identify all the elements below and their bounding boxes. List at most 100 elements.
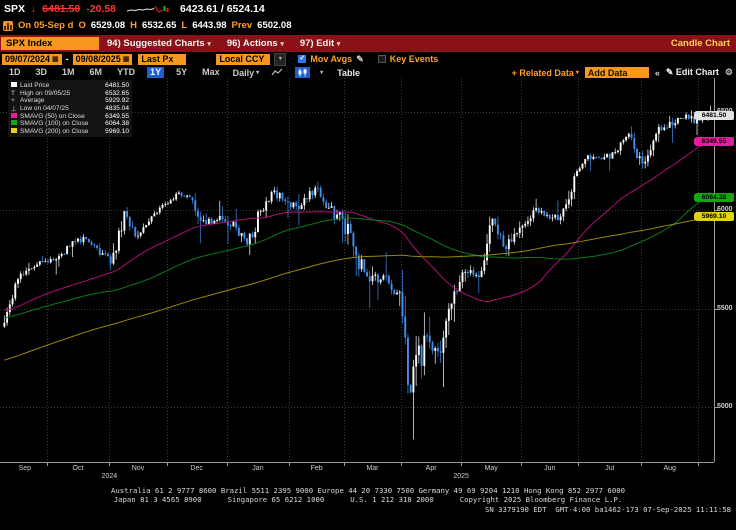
legend-row: T High on 09/05/25 6532.65 [11, 89, 129, 97]
line-chart-type-button[interactable] [269, 67, 285, 78]
low-value: 6443.98 [192, 20, 227, 31]
panel-title: Candle Chart [670, 38, 730, 49]
period-button-1y[interactable]: 1Y [147, 67, 165, 78]
legend-row: SMAVG (100) on Close 6064.38 [11, 120, 129, 128]
mov-avgs-label: Mov Avgs [310, 54, 353, 64]
y-tick-label: 5500 [717, 304, 733, 312]
menu-item[interactable]: 96) Actions ▾ [226, 38, 284, 49]
currency-dropdown-button[interactable]: ▾ [274, 52, 287, 66]
legend-row: + Average 5929.92 [11, 97, 129, 105]
frequency-value: Daily [232, 67, 255, 78]
period-button-ytd[interactable]: YTD [117, 67, 136, 77]
candle-chart-type-button[interactable] [295, 67, 311, 78]
date-to-input[interactable]: 09/08/2025 ▦ [72, 53, 133, 65]
price-change: -20.58 [86, 2, 117, 15]
ticker: SPX [4, 2, 26, 15]
edit-mov-avgs-pencil-icon[interactable]: ✎ [356, 53, 364, 64]
month-label: Jul [605, 465, 615, 472]
year-label: 2025 [453, 473, 469, 480]
month-label: Apr [425, 465, 437, 472]
month-label: Feb [310, 465, 323, 472]
footer-contact: U.S. 1 212 318 2000 [350, 495, 434, 505]
chart-type-dropdown-icon[interactable]: ▾ [320, 70, 324, 76]
month-label: Jan [252, 465, 264, 472]
month-label: Dec [190, 465, 203, 472]
y-tick-label: 5000 [717, 402, 733, 410]
table-button[interactable]: Table [337, 67, 360, 78]
period-toolbar: 1D 3D 1M 6M YTD 1Y 5Y Max Daily ▾ ▾ Table + Rel… [0, 66, 736, 79]
currency-select[interactable]: Local CCY [216, 53, 271, 65]
date-dash: - [65, 54, 69, 64]
legend-row: ⊥ Low on 04/07/25 4835.04 [11, 105, 129, 113]
chart-area: 65006000550050006481.506349.556064.38596… [0, 78, 736, 470]
frequency-select[interactable]: Daily ▾ [233, 68, 260, 78]
down-arrow-icon: ↓ [31, 2, 37, 15]
period-button-3d[interactable]: 3D [35, 67, 48, 77]
month-label: May [484, 465, 498, 472]
chart-legend: Last Price 6481.50 T High on 09/05/25 6532.6… [8, 80, 132, 138]
controls-row: 09/07/2024 ▦ - 09/08/2025 ▦ Last Px Loca… [0, 52, 736, 66]
smavg-50-badge: 6349.55 [694, 137, 734, 147]
month-label: Oct [72, 465, 84, 472]
menu-item[interactable]: 94) Suggested Charts ▾ [107, 38, 211, 49]
candle-chart-canvas[interactable] [0, 78, 736, 470]
footer-contact: Japan 81 3 4565 8900 [113, 495, 202, 505]
date-from-input[interactable]: 09/07/2024 ▦ [2, 53, 62, 65]
security-input[interactable]: SPX Index [1, 37, 99, 50]
y-tick-label: 6000 [717, 206, 733, 214]
last-price-badge: 6481.50 [694, 111, 734, 121]
related-data-button[interactable]: + Related Data ▾ [512, 68, 579, 78]
legend-row: Last Price 6481.50 [11, 82, 129, 90]
legend-row: SMAVG (50) on Close 6349.55 [11, 112, 129, 120]
period-chips: 1D 3D 1M 6M YTD 1Y 5Y Max [6, 67, 223, 78]
calendar-icon[interactable]: ▦ [52, 55, 59, 63]
open-value: 6529.08 [90, 20, 126, 31]
footer: Australia 61 2 9777 8600 Brazil 5511 239… [0, 486, 736, 514]
add-data-input[interactable] [584, 67, 649, 78]
session-label: On 05-Sep d [18, 20, 74, 31]
legend-row: SMAVG (200) on Close 5969.10 [11, 127, 129, 136]
period-button-max[interactable]: Max [202, 67, 220, 77]
prev-label: Prev [231, 20, 253, 31]
menu-bar: SPX Index 94) Suggested Charts ▾ 96) Acti… [0, 35, 736, 52]
related-data-label: + Related Data [511, 67, 574, 78]
month-label: Jun [544, 465, 556, 472]
open-label: O [78, 20, 86, 31]
last-price: 6481.50 [42, 2, 81, 15]
ohlc-line: On 05-Sep d O 6529.08 H 6532.65 L 6443.9… [0, 18, 736, 33]
day-range: 6423.61 / 6524.14 [180, 2, 265, 15]
date-from-value: 09/07/2024 [5, 53, 51, 64]
date-to-value: 09/08/2025 [75, 53, 121, 64]
high-label: H [130, 20, 138, 31]
low-label: L [181, 20, 188, 31]
smavg-100-badge: 6064.38 [694, 193, 734, 203]
month-label: Mar [366, 465, 379, 472]
menu-items: 94) Suggested Charts ▾ 96) Actions ▾ 97) E… [107, 38, 356, 49]
chevron-down-icon: ▾ [256, 70, 260, 76]
footer-contact: Copyright 2025 Bloomberg Finance L.P. [459, 495, 623, 505]
month-label: Sep [18, 465, 32, 472]
menu-item[interactable]: 97) Edit ▾ [299, 38, 341, 49]
smavg-200-badge: 5969.10 [694, 211, 734, 221]
footer-contacts-line2: Japan 81 3 4565 8900 Singapore 65 6212 10… [0, 495, 736, 504]
period-button-6m[interactable]: 6M [89, 67, 103, 77]
legend-swatch [11, 120, 17, 126]
period-button-1m[interactable]: 1M [62, 67, 75, 77]
footer-contact: Singapore 65 6212 1000 [227, 495, 325, 505]
key-events-checkbox[interactable] [377, 55, 386, 63]
key-events-label: Key Events [389, 54, 439, 64]
chart-function-icon [3, 20, 13, 31]
gear-icon[interactable]: ⚙ [724, 67, 733, 77]
mov-avgs-checkbox[interactable]: ✓ [298, 55, 307, 63]
collapse-chevrons[interactable]: « [654, 67, 660, 78]
footer-contacts-line1: Australia 61 2 9777 8600 Brazil 5511 239… [111, 486, 625, 495]
period-button-5y[interactable]: 5Y [176, 67, 188, 77]
period-button-1d[interactable]: 1D [9, 67, 21, 77]
calendar-icon[interactable]: ▦ [122, 55, 130, 63]
year-label: 2024 [101, 473, 118, 480]
edit-chart-button[interactable]: ✎ Edit Chart [665, 67, 719, 77]
month-label: Aug [663, 465, 676, 472]
price-field-select[interactable]: Last Px [138, 53, 187, 65]
toolbar-right: + Related Data ▾ « ✎ Edit Chart ⚙ [512, 67, 733, 78]
